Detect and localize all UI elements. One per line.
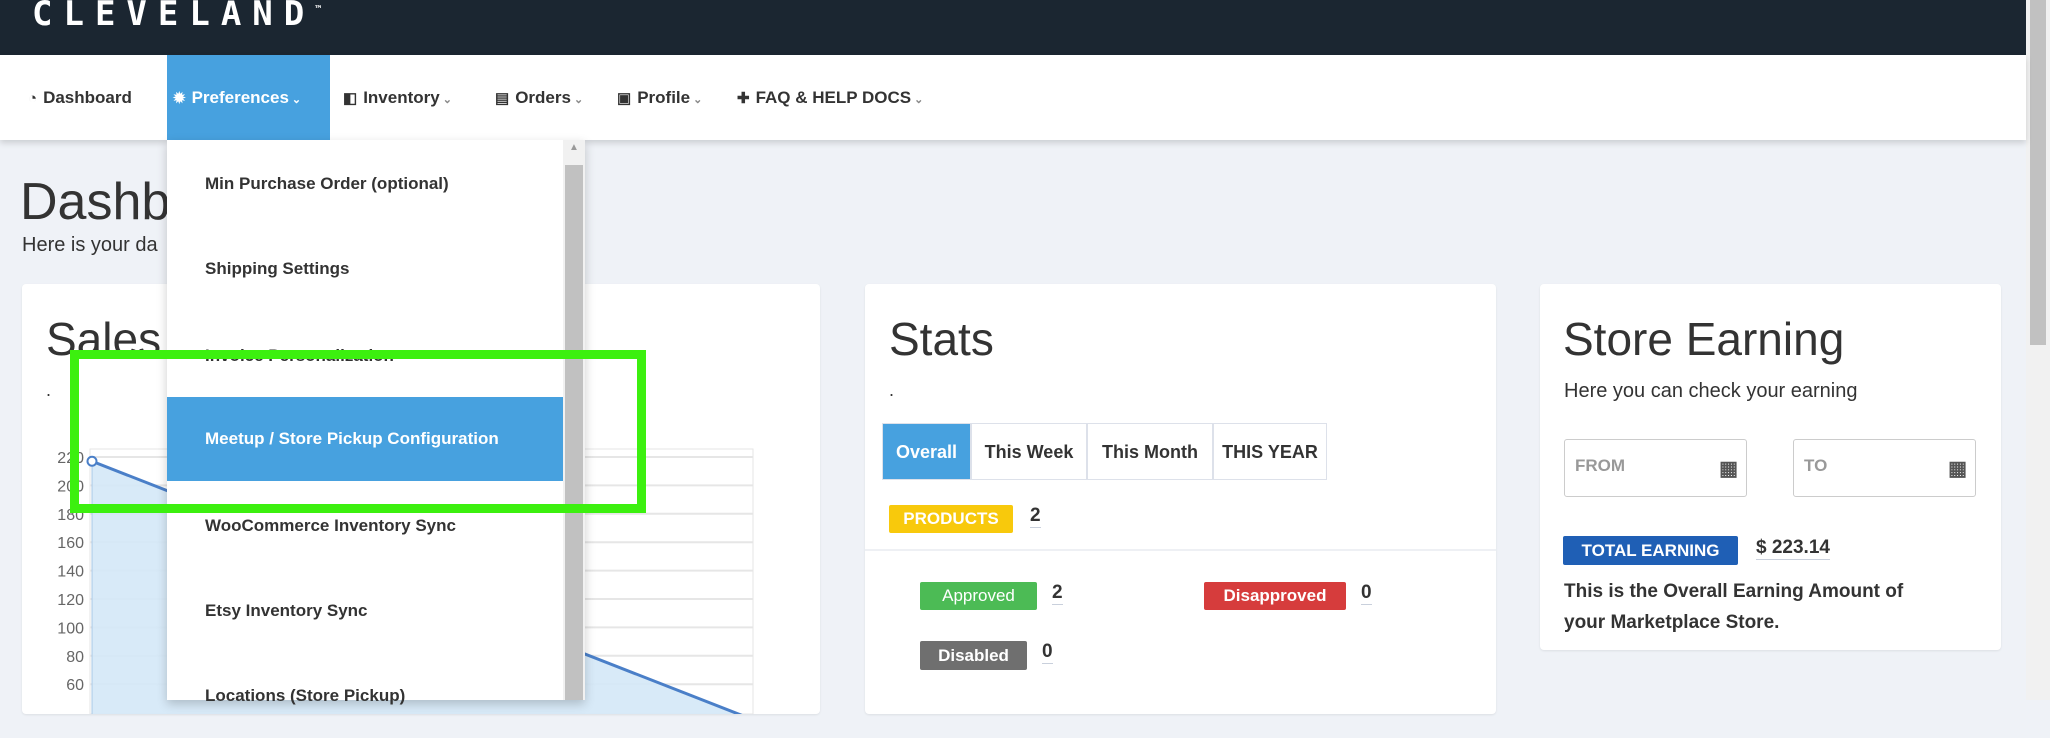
menu-item-shipping-settings[interactable]: Shipping Settings — [205, 259, 350, 278]
trademark: ™ — [315, 4, 322, 16]
y-tick-label: 140 — [57, 564, 84, 581]
approved-count[interactable]: 2 — [1052, 582, 1063, 605]
page-scrollbar-thumb[interactable] — [2030, 0, 2046, 345]
inventory-icon: ◧ — [343, 90, 358, 107]
from-date-input[interactable]: FROM ▦ — [1564, 439, 1747, 497]
top-bar: CLEVELAND™ — [0, 0, 2050, 55]
calendar-icon[interactable]: ▦ — [1719, 458, 1738, 480]
dropdown-scrollbar-thumb[interactable] — [565, 165, 583, 700]
to-placeholder: TO — [1804, 456, 1828, 475]
page-title: Dashb — [20, 173, 171, 231]
calendar-icon[interactable]: ▦ — [1948, 458, 1967, 480]
nav-profile[interactable]: ▣ Profile ⌄ — [617, 55, 702, 140]
scroll-up-arrow-icon[interactable]: ▲ — [569, 142, 579, 153]
logo-text: CLEVELAND — [32, 0, 316, 34]
earning-title: Store Earning — [1563, 313, 1845, 365]
disapproved-count[interactable]: 0 — [1361, 582, 1372, 605]
logo[interactable]: CLEVELAND™ — [32, 0, 321, 34]
nav-label: FAQ & HELP DOCS — [755, 88, 912, 107]
main-nav: ◔ Dashboard ✹ Preferences ⌄ ◧ Inventory ⌄ ▤ Or… — [0, 55, 2026, 140]
stats-title: Stats — [889, 313, 994, 365]
y-tick-label: 60 — [66, 677, 84, 694]
y-tick-label: 100 — [57, 620, 84, 637]
orders-icon: ▤ — [495, 90, 510, 107]
products-badge: PRODUCTS — [889, 505, 1013, 533]
nav-label: Dashboard — [43, 88, 132, 107]
from-placeholder: FROM — [1575, 456, 1626, 475]
page-subtitle: Here is your da — [22, 234, 158, 256]
menu-item-locations-store-pickup[interactable]: Locations (Store Pickup) — [205, 686, 406, 705]
approved-badge: Approved — [920, 582, 1037, 610]
chevron-down-icon: ⌄ — [291, 94, 302, 106]
nav-label: Orders — [515, 88, 571, 107]
stats-dot: . — [889, 380, 895, 400]
nav-dashboard[interactable]: ◔ Dashboard — [28, 55, 132, 140]
y-tick-label: 160 — [57, 535, 84, 552]
total-earning-badge: TOTAL EARNING — [1563, 536, 1738, 565]
tab-this-week[interactable]: This Week — [971, 423, 1087, 480]
chevron-down-icon: ⌄ — [914, 94, 924, 106]
disabled-count[interactable]: 0 — [1042, 641, 1053, 664]
earning-subtitle: Here you can check your earning — [1564, 380, 1858, 402]
nav-label: Profile — [637, 88, 691, 107]
chevron-down-icon: ⌄ — [442, 94, 452, 106]
nav-faq[interactable]: ✚ FAQ & HELP DOCS ⌄ — [737, 55, 923, 140]
gear-icon: ✹ — [173, 90, 186, 107]
nav-label: Inventory — [363, 88, 440, 107]
products-count[interactable]: 2 — [1030, 505, 1041, 528]
earning-description: This is the Overall Earning Amount of you… — [1564, 576, 1903, 638]
menu-item-min-purchase-order[interactable]: Min Purchase Order (optional) — [205, 174, 449, 193]
menu-item-meetup-store-pickup[interactable]: Meetup / Store Pickup Configuration — [167, 397, 563, 481]
earning-desc-line: This is the Overall Earning Amount of — [1564, 581, 1904, 602]
nav-inventory[interactable]: ◧ Inventory ⌄ — [343, 55, 452, 140]
dashboard-icon: ◔ — [28, 90, 38, 107]
total-earning-value: $ 223.14 — [1756, 537, 1830, 560]
to-date-input[interactable]: TO ▦ — [1793, 439, 1976, 497]
puzzle-icon: ✚ — [737, 90, 750, 107]
tab-overall[interactable]: Overall — [882, 423, 971, 480]
tab-this-month[interactable]: This Month — [1087, 423, 1213, 480]
divider — [865, 549, 1496, 551]
nav-orders[interactable]: ▤ Orders ⌄ — [495, 55, 583, 140]
disapproved-badge: Disapproved — [1204, 582, 1346, 610]
profile-card-icon: ▣ — [617, 90, 632, 107]
sales-dot: . — [46, 380, 52, 400]
chevron-down-icon: ⌄ — [573, 94, 584, 106]
menu-item-etsy-sync[interactable]: Etsy Inventory Sync — [205, 601, 368, 620]
menu-item-woocommerce-sync[interactable]: WooCommerce Inventory Sync — [205, 516, 456, 535]
y-tick-label: 120 — [57, 592, 84, 609]
disabled-badge: Disabled — [920, 641, 1027, 670]
highlight-box — [70, 350, 646, 513]
chevron-down-icon: ⌄ — [693, 94, 703, 106]
nav-preferences[interactable]: ✹ Preferences ⌄ — [167, 55, 330, 140]
tab-this-year[interactable]: THIS YEAR — [1213, 423, 1327, 480]
nav-label: Preferences — [191, 88, 289, 107]
y-tick-label: 80 — [66, 649, 84, 666]
earning-desc-line: your Marketplace Store. — [1564, 612, 1780, 633]
data-point — [86, 455, 98, 467]
